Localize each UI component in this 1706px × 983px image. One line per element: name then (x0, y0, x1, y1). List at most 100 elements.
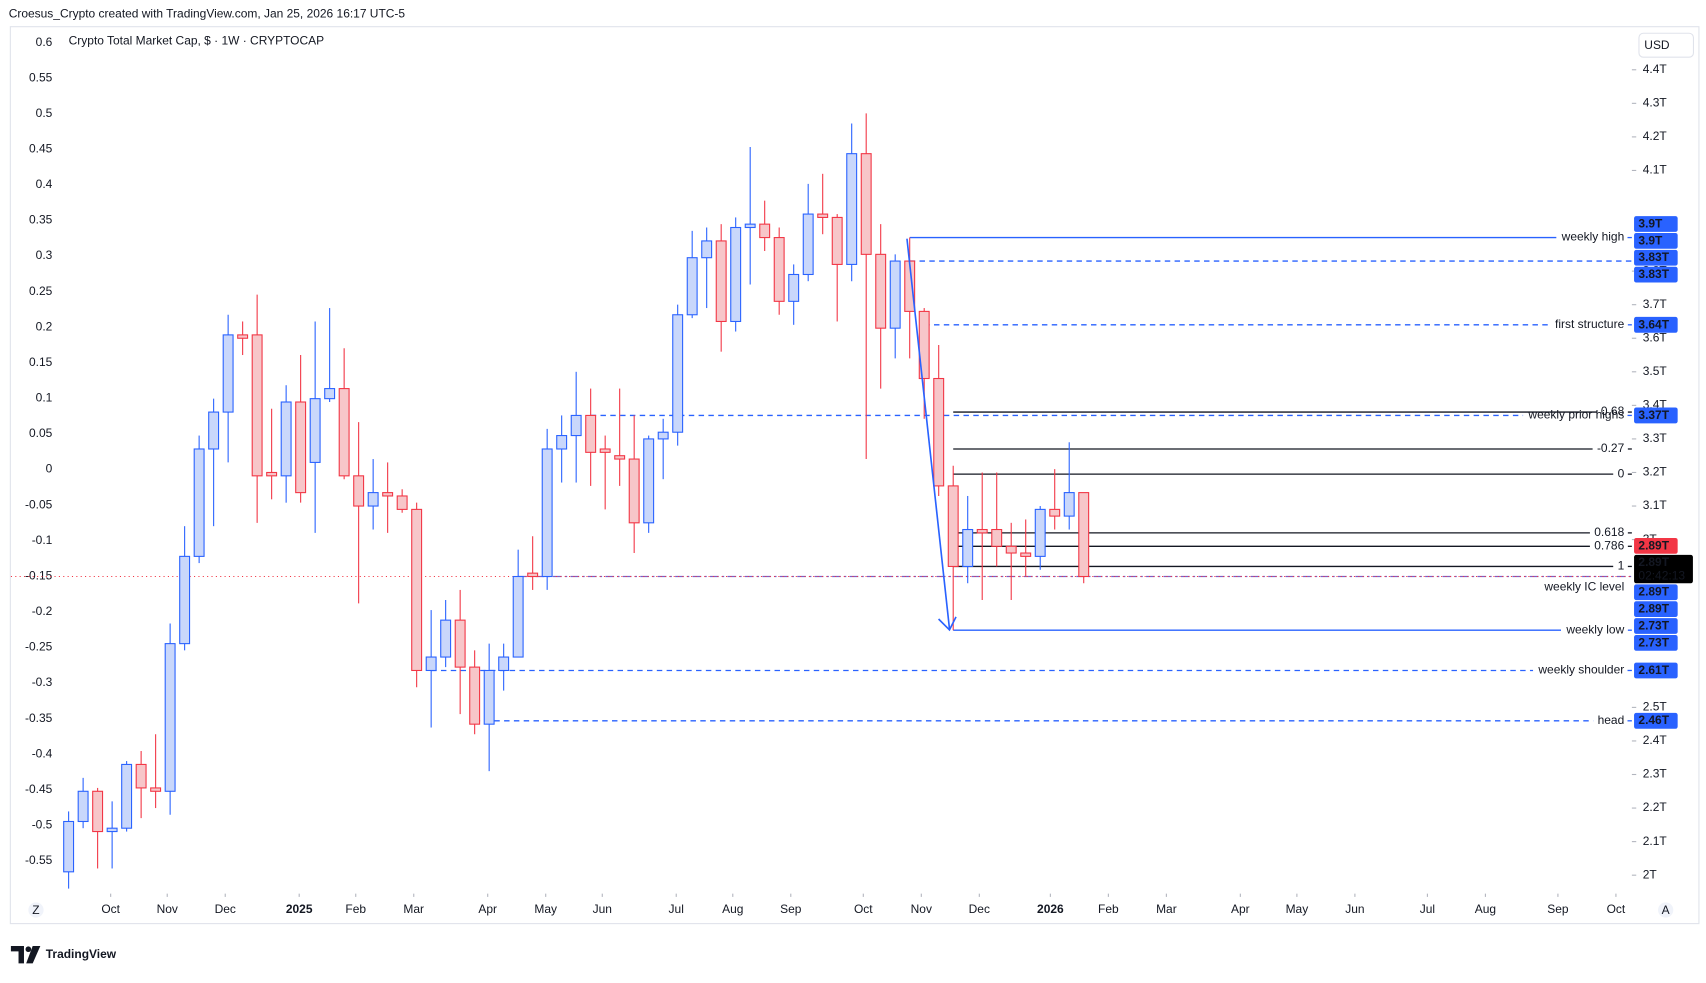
y-tick-label: 3.5T (1643, 364, 1668, 378)
candle-body (208, 411, 220, 450)
candle-body (382, 492, 394, 497)
price-badge-label: 2.73T (1638, 618, 1669, 632)
y-tick-label: 2.2T (1643, 800, 1668, 814)
y-tick-label: 4.3T (1643, 96, 1668, 110)
y-tick-label: 2.5T (1643, 700, 1668, 714)
candle-body (933, 377, 945, 487)
level-label: first structure (1555, 317, 1625, 331)
x-tick-label: May (534, 902, 557, 916)
auto-scale-label[interactable]: A (1662, 903, 1670, 917)
auto-scale-button[interactable] (1658, 902, 1674, 918)
x-tick-label: Oct (854, 902, 873, 916)
x-tick-label: 2026 (1037, 902, 1064, 916)
currency-label[interactable]: USD (1644, 38, 1670, 52)
candle-body (193, 448, 205, 557)
level-label: weekly high (1561, 230, 1625, 244)
y-tick-label: 3.7T (1643, 297, 1668, 311)
price-badge-label: 2.46T (1638, 713, 1669, 727)
candle-body (222, 334, 234, 413)
candle-body (512, 575, 524, 658)
candle-body (469, 666, 481, 725)
candle-body (498, 656, 510, 672)
y2-tick-label: -0.1 (32, 533, 53, 547)
candle-body (121, 763, 133, 829)
brand-logo (10, 945, 41, 964)
candle-body (295, 401, 307, 494)
candle-body (164, 643, 176, 792)
candle-body (63, 820, 75, 873)
candle-body (773, 237, 785, 302)
scale-button-label[interactable]: Z (32, 903, 39, 917)
y-tick-label: 3.1T (1643, 498, 1668, 512)
y-tick-label: 4.1T (1643, 163, 1668, 177)
y2-tick-label: -0.45 (25, 782, 53, 796)
price-badge-label: 2.89T (1638, 555, 1669, 569)
y2-tick-label: 0.5 (36, 106, 53, 120)
x-tick-label: Nov (157, 902, 178, 916)
price-badge (1634, 249, 1678, 266)
candle-body (367, 492, 379, 507)
candle-body (846, 153, 858, 265)
y-tick-label: 2.3T (1643, 767, 1668, 781)
candle-body (759, 223, 771, 239)
candle-body (353, 475, 365, 507)
x-tick-label: Apr (1231, 902, 1250, 916)
candle-body (817, 213, 829, 218)
price-badge-label: 3.9T (1638, 233, 1663, 247)
price-badge-label: 3.83T (1638, 267, 1669, 281)
y2-tick-label: -0.3 (32, 675, 53, 689)
candle-body (889, 260, 901, 329)
price-badge-label: 2.89T (1638, 538, 1669, 552)
price-badge-label: 2.89T (1638, 585, 1669, 599)
y2-tick-label: -0.35 (25, 711, 53, 725)
candle-body (411, 508, 423, 672)
level-label: 0.618 (1594, 525, 1624, 539)
price-badge-label: 3.83T (1638, 250, 1669, 264)
y2-tick-label: -0.2 (32, 604, 53, 618)
x-tick-label: Mar (1156, 902, 1177, 916)
x-tick-label: Jun (593, 902, 612, 916)
candle-body (425, 656, 437, 672)
logo-mark (26, 945, 41, 964)
x-tick-label: Feb (1098, 902, 1119, 916)
candle-body (541, 448, 553, 578)
brand-name: TradingView (46, 947, 117, 961)
currency-button[interactable] (1638, 32, 1695, 58)
level-label: weekly prior highs (1527, 408, 1624, 422)
candle-body (672, 314, 684, 433)
x-tick-label: Oct (1607, 902, 1626, 916)
y2-tick-label: -0.15 (25, 568, 53, 582)
x-tick-label: Nov (911, 902, 932, 916)
candle-body (77, 790, 89, 823)
chart-frame (9, 26, 1700, 925)
credit: Croesus_Crypto created with TradingView.… (9, 6, 406, 20)
candle-body (831, 216, 843, 265)
price-badge (1634, 618, 1678, 634)
y-tick-label: 4.2T (1643, 129, 1668, 143)
candle-body (179, 555, 191, 645)
x-tick-label: 2025 (286, 902, 313, 916)
y-tick-label: 3.2T (1643, 465, 1668, 479)
x-tick-label: Aug (1475, 902, 1496, 916)
candle-body (251, 334, 263, 477)
price-badge (1634, 584, 1678, 601)
y2-tick-label: 0.4 (36, 177, 53, 191)
level-label: 1 (1618, 559, 1625, 573)
scale-button[interactable] (28, 902, 44, 918)
y-tick-label: 3.3T (1643, 431, 1668, 445)
y2-tick-label: -0.05 (25, 497, 53, 511)
y2-tick-label: 0.1 (36, 391, 53, 405)
trend-arrow (906, 238, 957, 632)
y2-tick-label: 0.2 (36, 319, 53, 333)
level-label: 0.68 (1601, 404, 1625, 418)
level-label: weekly IC level (1543, 580, 1624, 594)
candle-body (614, 455, 626, 460)
candle-body (150, 787, 162, 792)
candle-body (237, 334, 249, 339)
x-tick-label: Sep (780, 902, 802, 916)
level-label: 0.786 (1594, 538, 1624, 552)
candle-body (92, 790, 104, 833)
price-badge (1634, 232, 1678, 249)
candle-body (1063, 492, 1075, 517)
